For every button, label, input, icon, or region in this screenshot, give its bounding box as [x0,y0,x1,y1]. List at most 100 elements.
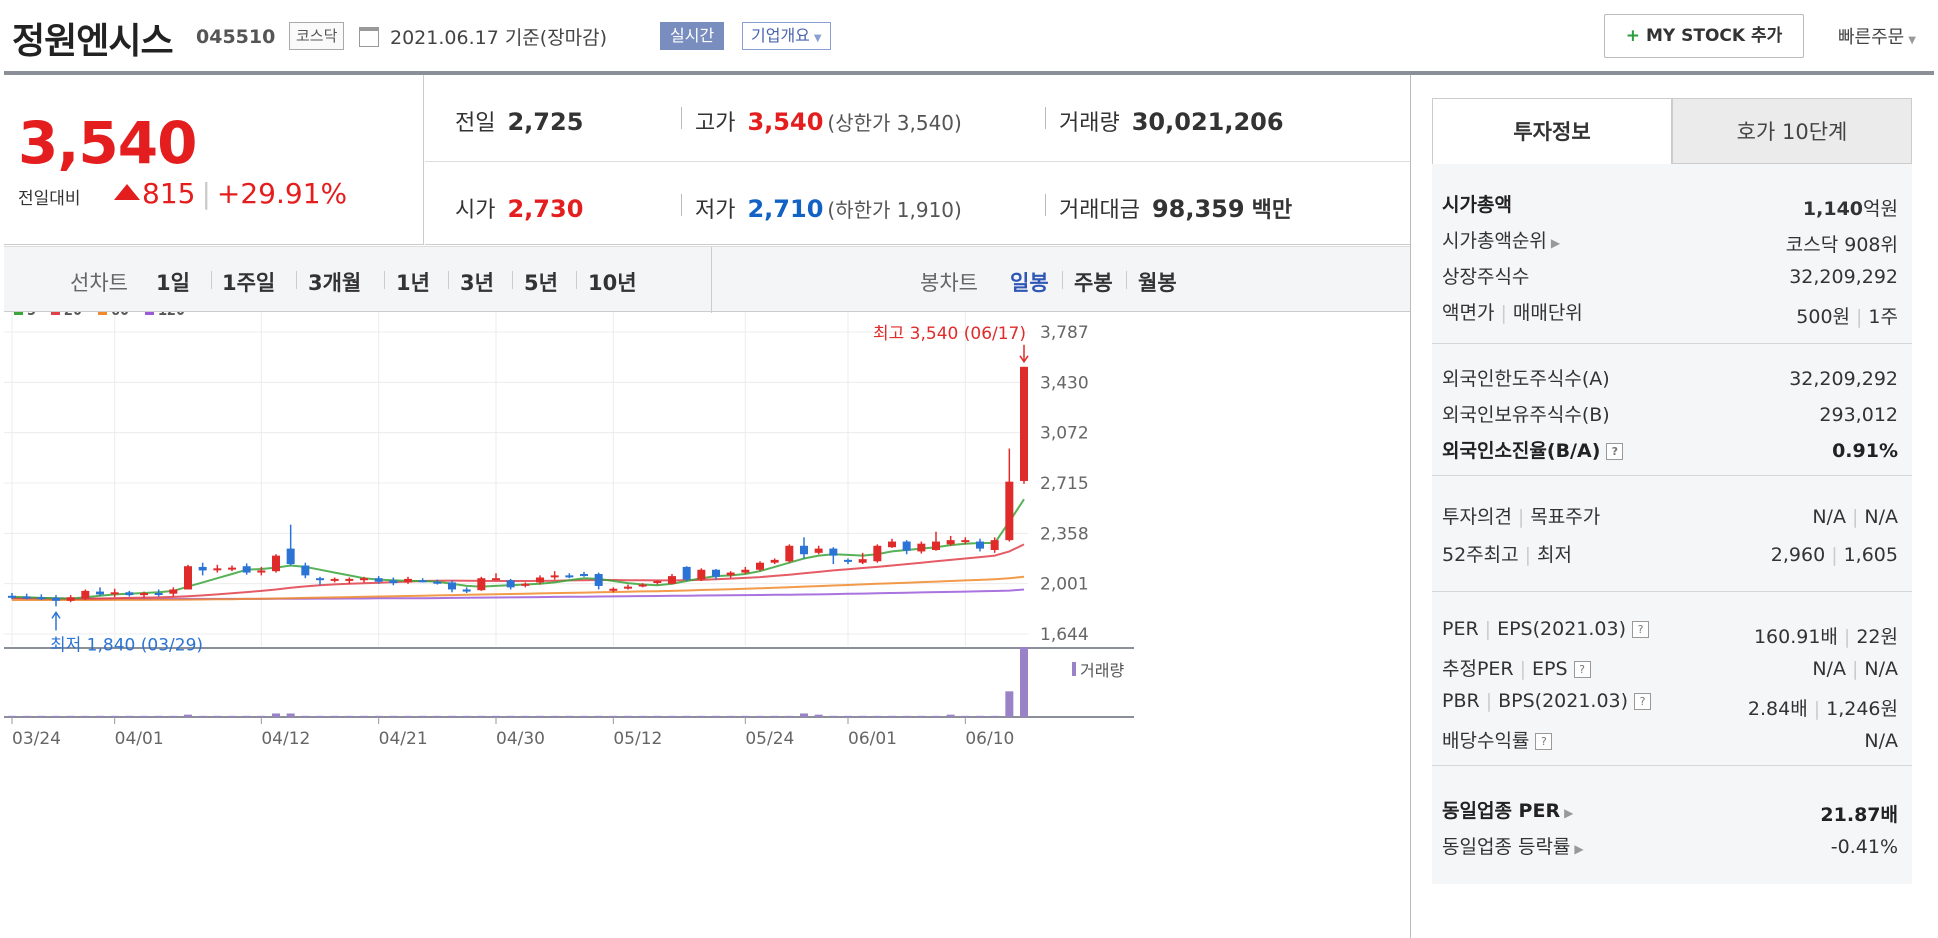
legend-swatch [145,312,154,315]
help-icon[interactable]: ? [1535,733,1553,750]
period-3m[interactable]: 3개월 [308,271,362,295]
prev-label: 전일 [455,111,496,136]
divider: | [1851,658,1859,680]
upper-limit: (상한가 3,540) [827,111,962,135]
candle-daily[interactable]: 일봉 [1010,271,1049,295]
period-3y[interactable]: 3년 [460,271,494,295]
volume-bar [272,713,280,717]
volume-bar [888,715,896,717]
chevron-right-icon: ▶ [1550,236,1561,250]
calendar-icon [359,27,379,47]
market-cap-label: 시가총액 [1442,194,1512,216]
volume-bar [917,715,926,717]
low-price: 저가 2,710 (하한가 1,910) [695,192,962,224]
sector-rate-link[interactable]: 동일업종 등락률 ▶ [1442,832,1584,859]
cap-rank-link[interactable]: 시가총액순위 ▶ [1442,226,1560,253]
candle-body [374,578,383,582]
volume-bar [961,715,970,717]
amount-label: 거래대금 [1059,198,1140,223]
candle-body [257,570,266,573]
candle-body [286,548,295,565]
volume-bar [52,715,60,717]
help-icon[interactable]: ? [1606,443,1624,460]
candle-body [785,545,794,562]
compare-label: 전일대비 [18,189,81,209]
candle-weekly[interactable]: 주봉 [1074,271,1113,295]
w52-high-value: 2,960 [1770,544,1826,566]
moving-average-line-ma20 [11,543,1025,600]
sector-per-link[interactable]: 동일업종 PER ▶ [1442,796,1573,823]
volume-bar [389,715,398,717]
volume-bar [829,715,838,717]
info-row: 상장주식수 32,209,292 [1432,256,1912,292]
period-1w[interactable]: 1주일 [222,271,276,295]
candle-body [66,597,75,601]
help-icon[interactable]: ? [1634,693,1652,710]
bps-label: BPS(2021.03) [1498,690,1629,712]
period-5y[interactable]: 5년 [524,271,558,295]
high-price: 고가 3,540 (상한가 3,540) [695,105,962,137]
my-stock-add-button[interactable]: + MY STOCK 추가 [1604,14,1804,58]
open-value: 2,730 [507,195,584,223]
volume-bar [800,713,808,717]
div-value: N/A [1864,730,1898,752]
help-icon[interactable]: ? [1573,661,1591,678]
candle-body [961,540,970,543]
period-10y[interactable]: 10년 [588,271,637,295]
legend-swatch [98,312,107,315]
legend-label: 20 [64,312,82,319]
candle-monthly[interactable]: 월봉 [1138,271,1177,295]
divider [1126,271,1127,289]
x-tick-label: 05/12 [613,729,662,749]
shares-label: 상장주식수 [1442,266,1530,288]
candle-body [741,569,750,573]
candle-body [1020,366,1028,481]
candle-body [213,568,222,571]
candle-body [37,597,46,600]
divider: | [1851,506,1859,528]
legend-swatch [51,312,60,315]
volume-bar [110,715,119,717]
divider [512,271,513,289]
realtime-button[interactable]: 실시간 [660,22,725,50]
y-tick-label: 3,787 [1040,323,1089,343]
info-row: 외국인한도주식수(A) 32,209,292 [1432,358,1912,394]
volume-bar [990,715,999,717]
volume-bar [8,715,16,717]
quick-order-button[interactable]: 빠른주문 ▼ [1838,23,1916,49]
company-overview-dropdown[interactable]: 기업개요 ▼ [742,22,831,50]
info-row: 추정PER | EPS? N/A | N/A [1432,648,1912,684]
volume-bar [228,715,236,717]
pbr-value: 2.84배 [1747,698,1808,720]
candle-body [624,586,632,589]
volume-bar [697,715,706,717]
candle-body [976,541,984,549]
candle-body [477,578,486,591]
face-trade-value: 500원 | 1주 [1796,302,1898,329]
divider [1045,107,1046,129]
trade-unit-value: 1주 [1868,306,1898,328]
volume-bar [638,715,647,717]
candle-body [844,559,852,562]
help-icon[interactable]: ? [1632,621,1649,638]
tab-hoga-10[interactable]: 호가 10단계 [1672,98,1912,164]
volume-bar [550,715,559,717]
tab-invest-info[interactable]: 투자정보 [1432,98,1672,164]
pbr-label: PBR [1442,690,1480,712]
high-arrow-head-icon [1019,355,1029,364]
plus-icon: + [1625,26,1640,46]
amount-value: 98,359 [1151,195,1245,223]
candle-body [404,578,412,583]
volume-bar [1020,647,1028,717]
cap-rank-label: 시가총액순위 [1442,230,1547,252]
x-tick-label: 05/24 [745,729,794,749]
x-tick-label: 04/21 [379,729,428,749]
candle-body [756,562,764,570]
per-label: PER [1442,618,1479,640]
divider [681,107,682,129]
candle-body [330,578,339,581]
period-1d[interactable]: 1일 [156,271,190,295]
info-group-opinion: 투자의견 | 목표주가 N/A | N/A 52주최고 | 최저 2,960 | 1,605 [1432,476,1912,592]
period-1y[interactable]: 1년 [396,271,430,295]
foreign-hold-value: 293,012 [1819,404,1898,426]
